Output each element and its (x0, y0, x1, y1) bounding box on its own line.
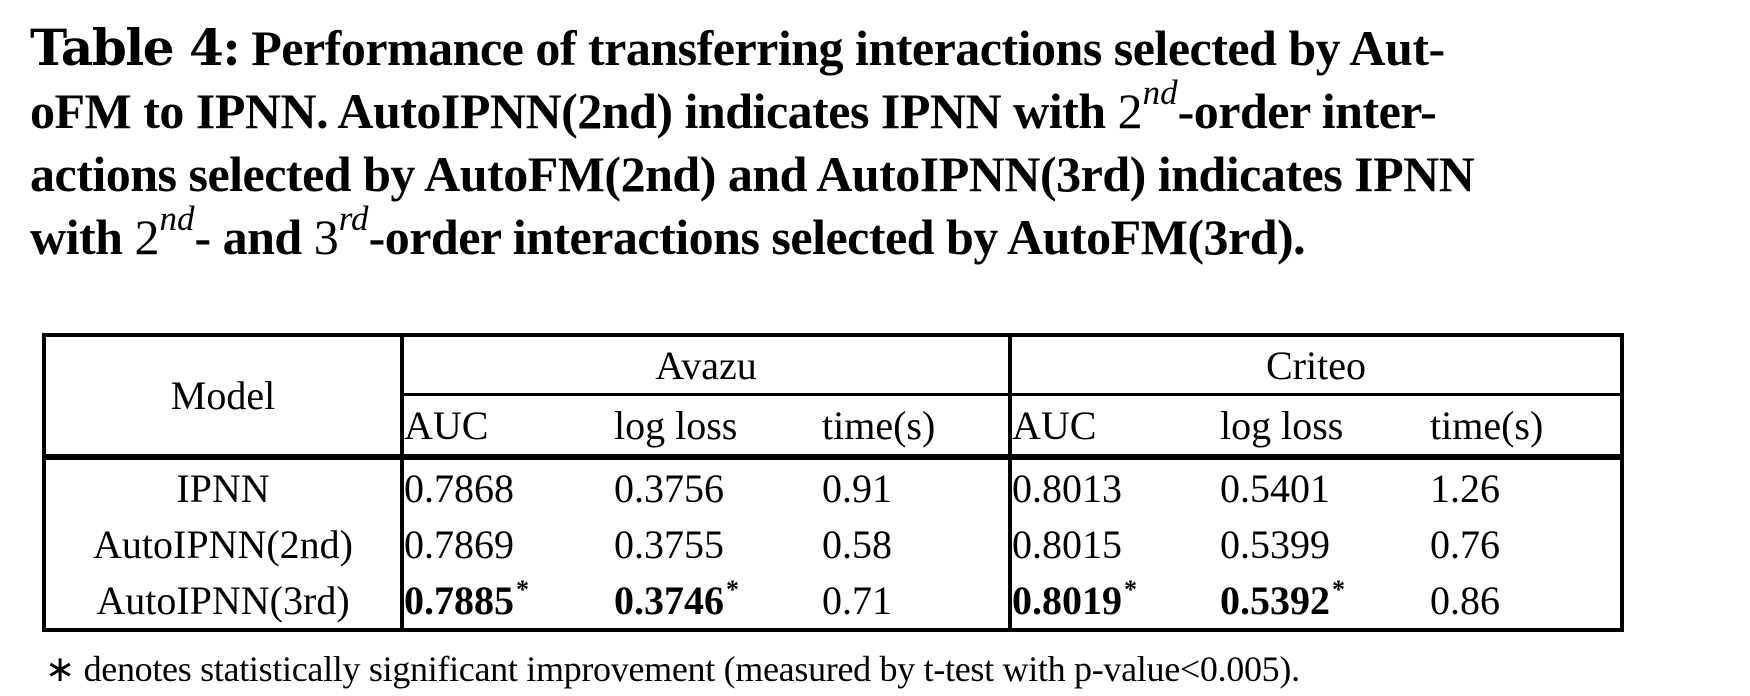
math-superscript: nd (1142, 73, 1178, 112)
model-cell: IPNN (176, 465, 270, 511)
header-group-avazu: Avazu (400, 335, 1010, 396)
cell-avazu-time: 0.91 (822, 465, 892, 511)
caption-label: Table 4: (30, 18, 241, 77)
subheader-avazu-time: time(s) (822, 394, 1010, 460)
cell-avazu-auc: 0.7869 (400, 516, 614, 572)
cell-criteo-auc: 0.8013 (1008, 457, 1220, 516)
subheader-avazu-auc: AUC (400, 394, 614, 460)
cell-criteo-time: 1.26 (1430, 465, 1500, 511)
cell-avazu-time: 0.71 (822, 577, 892, 623)
math-base: 3 (313, 209, 339, 265)
caption-body: Performance of transferring interactions… (30, 20, 1475, 265)
cell-criteo-auc: 0.8015 (1008, 516, 1220, 572)
cell-avazu-auc: 0.7885* (400, 572, 614, 630)
table-row-autoipnn-3rd: AutoIPNN(3rd) 0.7885* 0.3746* 0.71 0.801… (44, 572, 1622, 630)
cell-avazu-logloss: 0.3756 (614, 465, 724, 511)
significance-star: * (726, 574, 739, 604)
cell-avazu-logloss: 0.3746* (614, 572, 822, 630)
cell-avazu-auc: 0.7868 (400, 457, 614, 516)
cell-avazu-logloss: 0.3755 (614, 521, 724, 567)
significance-star: * (1332, 574, 1345, 604)
header-model: Model (44, 335, 404, 460)
subheader-criteo-logloss: log loss (1220, 394, 1430, 460)
math-superscript: nd (159, 199, 195, 238)
group-header-row: Model Avazu Criteo (44, 335, 1622, 460)
model-cell: AutoIPNN(2nd) (93, 521, 353, 567)
subheader-criteo-time: time(s) (1430, 394, 1622, 460)
subheader-row: AUC log loss time(s) AUC log loss time(s… (44, 394, 1622, 460)
cell-avazu-time: 0.58 (822, 521, 892, 567)
table-caption: Table 4: Performance of transferring int… (30, 16, 1750, 269)
significance-star: * (516, 574, 529, 604)
footnote: ∗ denotes statistically significant impr… (45, 648, 1750, 690)
model-cell: AutoIPNN(3rd) (96, 577, 350, 623)
table-row-ipnn: IPNN 0.7868 0.3756 0.91 0.8013 0.5401 1.… (44, 457, 1622, 516)
results-table: Model Avazu Criteo AUC log loss time(s) … (42, 333, 1624, 632)
footnote-text: ∗ denotes statistically significant impr… (45, 649, 1300, 689)
table-row-autoipnn-2nd: AutoIPNN(2nd) 0.7869 0.3755 0.58 0.8015 … (44, 516, 1622, 572)
math-superscript: rd (338, 199, 369, 238)
cell-criteo-time: 0.76 (1430, 521, 1500, 567)
significant-value: 0.8019 (1012, 577, 1122, 623)
cell-criteo-time: 0.86 (1430, 577, 1500, 623)
cell-criteo-logloss: 0.5392* (1220, 572, 1430, 630)
math-base: 2 (134, 209, 160, 265)
significant-value: 0.3746 (614, 577, 724, 623)
math-base: 2 (1117, 83, 1143, 139)
significant-value: 0.7885 (404, 577, 514, 623)
significance-star: * (1124, 574, 1137, 604)
cell-criteo-auc: 0.8019* (1008, 572, 1220, 630)
subheader-criteo-auc: AUC (1008, 394, 1220, 460)
subheader-avazu-logloss: log loss (614, 394, 822, 460)
significant-value: 0.5392 (1220, 577, 1330, 623)
cell-criteo-logloss: 0.5399 (1220, 521, 1330, 567)
cell-criteo-logloss: 0.5401 (1220, 465, 1330, 511)
header-group-criteo: Criteo (1008, 335, 1622, 396)
